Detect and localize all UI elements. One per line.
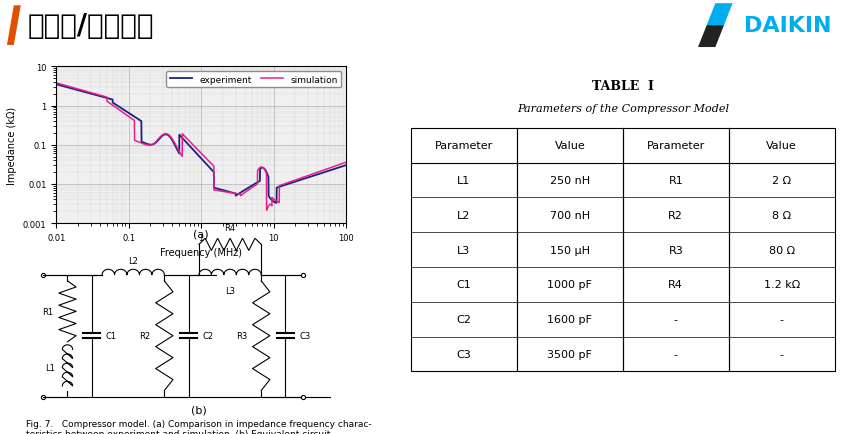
simulation — [101, 95, 112, 100]
Text: -: - — [779, 315, 784, 324]
simulation — [304, 173, 314, 178]
Polygon shape — [7, 6, 21, 46]
simulation — [51, 81, 61, 86]
experiment — [84, 92, 94, 97]
Text: C1: C1 — [106, 332, 117, 340]
Text: L1: L1 — [46, 363, 55, 372]
simulation — [175, 151, 185, 156]
Text: Parameter: Parameter — [647, 141, 705, 151]
Text: 1.2 kΩ: 1.2 kΩ — [764, 280, 800, 289]
Text: L2: L2 — [458, 210, 471, 220]
Text: -: - — [674, 349, 678, 359]
experiment — [162, 133, 172, 138]
Text: Value: Value — [766, 141, 798, 151]
experiment — [175, 134, 185, 139]
Y-axis label: Impedance (kΩ): Impedance (kΩ) — [7, 106, 17, 184]
Polygon shape — [698, 26, 724, 48]
Text: R2: R2 — [669, 210, 683, 220]
Text: C1: C1 — [457, 280, 471, 289]
Text: 1600 pF: 1600 pF — [548, 315, 593, 324]
simulation — [336, 162, 346, 168]
Text: C3: C3 — [299, 332, 311, 340]
simulation — [84, 90, 94, 95]
Text: L3: L3 — [458, 245, 471, 255]
Line: simulation: simulation — [56, 84, 346, 210]
experiment — [51, 82, 61, 88]
Text: Parameters of the Compressor Model: Parameters of the Compressor Model — [516, 104, 729, 114]
Text: C2: C2 — [457, 315, 471, 324]
Text: Fig. 7.   Compressor model. (a) Comparison in impedance frequency charac-
terist: Fig. 7. Compressor model. (a) Comparison… — [26, 419, 372, 434]
Text: TABLE  I: TABLE I — [592, 80, 654, 93]
Legend: experiment, simulation: experiment, simulation — [166, 72, 342, 88]
experiment — [304, 175, 314, 180]
Text: 150 μH: 150 μH — [550, 245, 590, 255]
simulation — [162, 132, 172, 137]
Text: L2: L2 — [128, 256, 138, 265]
Text: C3: C3 — [457, 349, 471, 359]
Text: Parameter: Parameter — [435, 141, 493, 151]
Text: C2: C2 — [202, 332, 214, 340]
Text: R3: R3 — [236, 332, 247, 340]
Text: (a): (a) — [193, 229, 208, 239]
Text: R3: R3 — [669, 245, 683, 255]
Text: R4: R4 — [669, 280, 683, 289]
Text: R1: R1 — [42, 307, 54, 316]
Text: 1000 pF: 1000 pF — [548, 280, 593, 289]
Text: 700 nH: 700 nH — [550, 210, 590, 220]
Text: DAIKIN: DAIKIN — [744, 16, 831, 36]
Text: R1: R1 — [669, 176, 683, 185]
Text: 3500 pF: 3500 pF — [548, 349, 593, 359]
Bar — [411, 128, 835, 372]
experiment — [272, 201, 282, 206]
Text: R4: R4 — [225, 224, 235, 233]
Text: -: - — [779, 349, 784, 359]
experiment — [336, 165, 346, 170]
experiment — [101, 96, 112, 101]
Text: -: - — [674, 315, 678, 324]
Line: experiment: experiment — [56, 85, 346, 204]
Text: 8 Ω: 8 Ω — [772, 210, 791, 220]
Text: Value: Value — [554, 141, 586, 151]
Text: 压缩机/电机建模: 压缩机/电机建模 — [28, 12, 154, 40]
simulation — [341, 160, 351, 165]
Text: L3: L3 — [225, 287, 235, 296]
Text: L1: L1 — [458, 176, 471, 185]
experiment — [341, 163, 351, 168]
Polygon shape — [707, 4, 733, 26]
Text: R2: R2 — [139, 332, 151, 340]
X-axis label: Frequency (MHz): Frequency (MHz) — [160, 248, 242, 258]
Text: 250 nH: 250 nH — [550, 176, 590, 185]
simulation — [261, 208, 272, 213]
Text: 80 Ω: 80 Ω — [769, 245, 795, 255]
Text: 2 Ω: 2 Ω — [772, 176, 791, 185]
Text: (b): (b) — [191, 405, 207, 415]
